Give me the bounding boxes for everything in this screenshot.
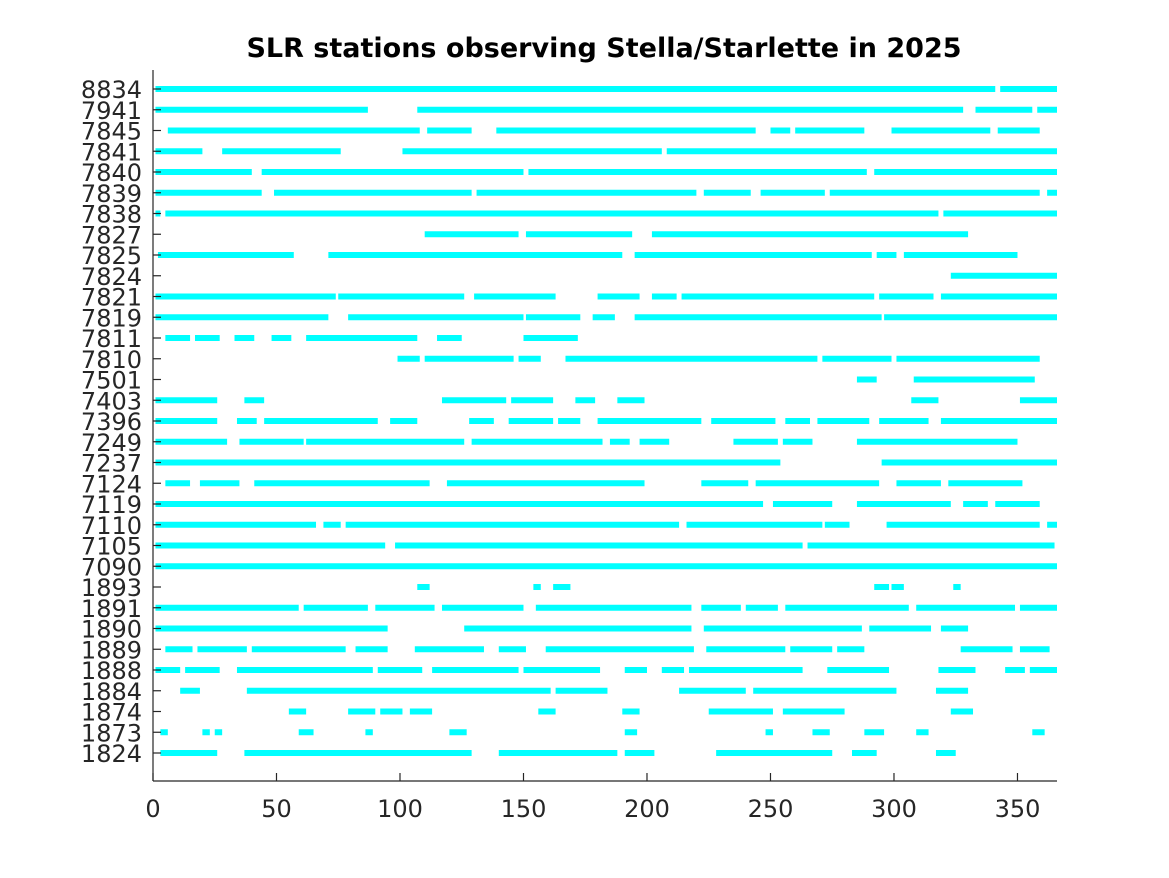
axes (152, 70, 1057, 782)
y-tick-label: 7819 (81, 304, 142, 332)
x-tick-label: 50 (261, 795, 292, 823)
x-tick-label: 300 (871, 795, 917, 823)
y-tick-label: 7396 (81, 408, 142, 436)
y-tick-label: 7840 (81, 159, 142, 187)
x-tick-labels: 0 50 100 150 200 250 300 350 (145, 795, 1040, 823)
y-tick-label: 1884 (81, 678, 142, 706)
y-tick-label: 7825 (81, 242, 142, 270)
y-tick-labels: 8834794178457841784078397838782778257824… (81, 76, 142, 768)
y-tick-label: 7811 (81, 325, 142, 353)
y-tick-label: 1891 (81, 595, 142, 623)
y-tick-label: 1824 (81, 740, 142, 768)
y-tick-label: 1893 (81, 574, 142, 602)
y-tick-label: 7119 (81, 491, 142, 519)
y-tick-label: 7845 (81, 118, 142, 146)
y-tick-label: 7821 (81, 284, 142, 312)
x-tick-label: 150 (501, 795, 547, 823)
y-tick-label: 7090 (81, 553, 142, 581)
y-tick-label: 7838 (81, 201, 142, 229)
y-tick-label: 7841 (81, 138, 142, 166)
x-tick-label: 200 (624, 795, 670, 823)
x-tick-label: 250 (748, 795, 794, 823)
y-tick-label: 7941 (81, 97, 142, 125)
chart-title: SLR stations observing Stella/Starlette … (246, 33, 961, 64)
y-tick-label: 7501 (81, 367, 142, 395)
y-tick-label: 1888 (81, 657, 142, 685)
x-tick-label: 350 (995, 795, 1041, 823)
x-tick-label: 100 (377, 795, 423, 823)
y-tick-label: 7237 (81, 450, 142, 478)
y-tick-label: 7110 (81, 512, 142, 540)
y-tick-label: 1890 (81, 616, 142, 644)
y-tick-label: 8834 (81, 76, 142, 104)
y-tick-label: 7824 (81, 263, 142, 291)
y-tick-label: 1874 (81, 699, 142, 727)
station-series (155, 86, 1057, 756)
x-tick-label: 0 (145, 795, 160, 823)
y-tick-label: 7839 (81, 180, 142, 208)
y-tick-label: 1889 (81, 636, 142, 664)
y-tick-label: 7403 (81, 387, 142, 415)
y-tick-label: 1873 (81, 719, 142, 747)
y-tick-label: 7124 (81, 470, 142, 498)
y-tick-label: 7249 (81, 429, 142, 457)
y-tick-label: 7105 (81, 533, 142, 561)
y-tick-label: 7810 (81, 346, 142, 374)
y-tick-label: 7827 (81, 221, 142, 249)
